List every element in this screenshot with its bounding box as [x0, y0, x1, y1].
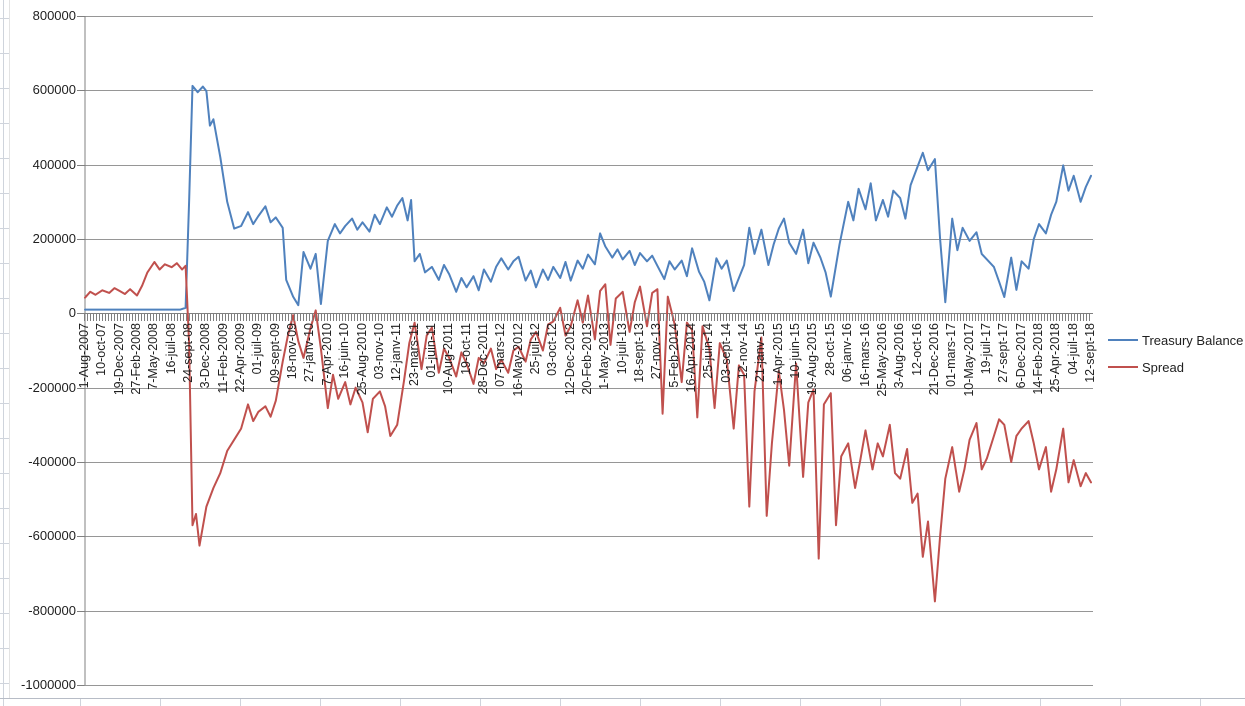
- spreadsheet-gridline: [0, 578, 9, 579]
- spreadsheet-gridline: [0, 158, 9, 159]
- spreadsheet-gridline: [0, 473, 9, 474]
- spreadsheet-gridline: [800, 699, 801, 706]
- spreadsheet-gridline: [1200, 699, 1201, 706]
- series-line-treasury-balance: [84, 84, 1092, 311]
- spreadsheet-gridline: [0, 698, 1245, 699]
- spreadsheet-gridline: [1120, 699, 1121, 706]
- spreadsheet-gridline: [0, 18, 9, 19]
- spreadsheet-gridline: [0, 123, 9, 124]
- spreadsheet-gridline: [0, 648, 9, 649]
- spreadsheet-gridline: [1040, 699, 1041, 706]
- legend-entry[interactable]: Spread: [1108, 355, 1243, 379]
- spreadsheet-gridline: [880, 699, 881, 706]
- spreadsheet-gridline: [0, 543, 9, 544]
- spreadsheet-gridline: [0, 298, 9, 299]
- spreadsheet-gridline: [0, 228, 9, 229]
- spreadsheet-gridline: [0, 193, 9, 194]
- spreadsheet-gridline: [560, 699, 561, 706]
- series-line-spread: [84, 261, 1092, 603]
- legend-label: Treasury Balance: [1142, 332, 1244, 348]
- spreadsheet-gridline: [80, 699, 81, 706]
- spreadsheet-gridline: [480, 699, 481, 706]
- spreadsheet-gridline: [0, 438, 9, 439]
- spreadsheet-gridline: [160, 699, 161, 706]
- spreadsheet-gridline: [0, 368, 9, 369]
- spreadsheet-gridline: [0, 88, 9, 89]
- chart-legend[interactable]: Treasury Balance Spread: [1108, 328, 1243, 379]
- spreadsheet-gridline: [320, 699, 321, 706]
- legend-line-swatch: [1108, 339, 1138, 341]
- spreadsheet-gridline: [0, 53, 9, 54]
- spreadsheet-gridline: [400, 699, 401, 706]
- spreadsheet-gridline: [0, 263, 9, 264]
- spreadsheet-gridline: [640, 699, 641, 706]
- legend-label: Spread: [1142, 359, 1184, 375]
- legend-entry[interactable]: Treasury Balance: [1108, 328, 1243, 352]
- spreadsheet-gridline: [0, 508, 9, 509]
- spreadsheet-gridline: [3, 0, 4, 706]
- spreadsheet-gridline: [240, 699, 241, 706]
- spreadsheet-gridline: [0, 333, 9, 334]
- spreadsheet-gridline: [0, 613, 9, 614]
- chart-area[interactable]: [9, 0, 1245, 698]
- spreadsheet-gridline: [0, 403, 9, 404]
- spreadsheet-gridline: [960, 699, 961, 706]
- spreadsheet-gridline: [0, 683, 9, 684]
- legend-line-swatch: [1108, 366, 1138, 368]
- category-tick-marks: [84, 314, 1092, 321]
- spreadsheet-gridline: [720, 699, 721, 706]
